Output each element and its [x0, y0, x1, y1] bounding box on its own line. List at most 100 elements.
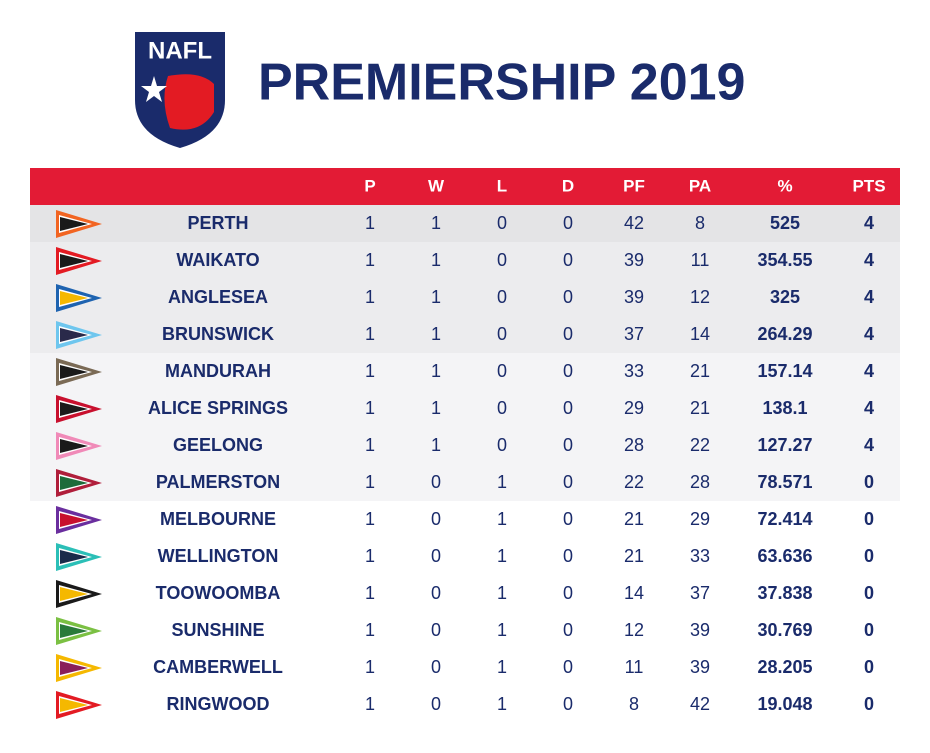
team-name: PERTH: [187, 213, 248, 233]
column-header: D: [562, 176, 574, 195]
stat-cell: 11: [625, 657, 644, 677]
team-name: ALICE SPRINGS: [148, 398, 288, 418]
stat-cell: 1: [365, 435, 375, 455]
stat-cell: 0: [563, 361, 573, 381]
team-name: SUNSHINE: [171, 620, 264, 640]
team-pennant-core: [60, 402, 88, 416]
stat-cell: 0: [431, 472, 441, 492]
table-row: [30, 649, 900, 686]
stat-cell: 78.571: [757, 472, 812, 492]
stat-cell: 0: [431, 620, 441, 640]
stat-cell: 1: [431, 361, 441, 381]
team-pennant-core: [60, 217, 88, 231]
stat-cell: 39: [690, 657, 710, 677]
team-pennant-core: [60, 513, 88, 527]
stat-cell: 42: [690, 694, 710, 714]
stat-cell: 22: [690, 435, 710, 455]
stat-cell: 0: [563, 213, 573, 233]
column-header: P: [364, 176, 375, 195]
table-row: [30, 464, 900, 501]
team-name: TOOWOOMBA: [156, 583, 281, 603]
stat-cell: 0: [563, 287, 573, 307]
stat-cell: 12: [624, 620, 644, 640]
stat-cell: 0: [864, 472, 874, 492]
stat-cell: 1: [497, 472, 507, 492]
stat-cell: 1: [497, 694, 507, 714]
stat-cell: 1: [431, 213, 441, 233]
stat-cell: 0: [563, 509, 573, 529]
stat-cell: 1: [365, 324, 375, 344]
team-name: WELLINGTON: [158, 546, 279, 566]
stat-cell: 0: [431, 657, 441, 677]
stat-cell: 0: [497, 398, 507, 418]
table-row: [30, 427, 900, 464]
table-row: [30, 353, 900, 390]
column-header: PA: [689, 176, 711, 195]
team-pennant-core: [60, 254, 88, 268]
team-pennant-core: [60, 624, 88, 638]
stat-cell: 4: [864, 287, 874, 307]
stat-cell: 1: [365, 213, 375, 233]
logo: NAFL: [135, 32, 225, 148]
stat-cell: 0: [431, 546, 441, 566]
stat-cell: 33: [690, 546, 710, 566]
column-header: L: [497, 176, 507, 195]
stat-cell: 0: [431, 509, 441, 529]
table-row: [30, 575, 900, 612]
stat-cell: 39: [624, 250, 644, 270]
stat-cell: 4: [864, 435, 874, 455]
stat-cell: 29: [624, 398, 644, 418]
stat-cell: 0: [563, 583, 573, 603]
stat-cell: 0: [431, 694, 441, 714]
column-header: W: [428, 176, 445, 195]
team-name: ANGLESEA: [168, 287, 268, 307]
team-name: PALMERSTON: [156, 472, 280, 492]
stat-cell: 29: [690, 509, 710, 529]
team-name: MELBOURNE: [160, 509, 276, 529]
stat-cell: 11: [691, 250, 710, 270]
stat-cell: 1: [365, 620, 375, 640]
table-row: [30, 538, 900, 575]
stat-cell: 4: [864, 361, 874, 381]
team-name: BRUNSWICK: [162, 324, 274, 344]
stat-cell: 22: [624, 472, 644, 492]
stat-cell: 30.769: [757, 620, 812, 640]
stat-cell: 42: [624, 213, 644, 233]
stat-cell: 0: [563, 694, 573, 714]
stat-cell: 0: [563, 250, 573, 270]
stat-cell: 1: [365, 250, 375, 270]
stat-cell: 21: [624, 509, 644, 529]
stat-cell: 28.205: [757, 657, 812, 677]
stat-cell: 37: [624, 324, 644, 344]
stat-cell: 1: [497, 620, 507, 640]
column-header: %: [777, 176, 792, 195]
stat-cell: 354.55: [757, 250, 812, 270]
stat-cell: 21: [690, 398, 710, 418]
team-name: GEELONG: [173, 435, 263, 455]
stat-cell: 0: [563, 546, 573, 566]
stat-cell: 28: [690, 472, 710, 492]
table-header-bar: [30, 168, 900, 205]
stat-cell: 1: [431, 398, 441, 418]
stat-cell: 0: [497, 324, 507, 344]
team-name: MANDURAH: [165, 361, 271, 381]
stat-cell: 0: [563, 472, 573, 492]
stat-cell: 1: [431, 287, 441, 307]
stat-cell: 0: [563, 435, 573, 455]
stat-cell: 4: [864, 250, 874, 270]
stat-cell: 0: [864, 620, 874, 640]
stat-cell: 325: [770, 287, 800, 307]
logo-star: [141, 76, 167, 102]
stat-cell: 0: [864, 509, 874, 529]
logo-text: NAFL: [148, 37, 212, 64]
stat-cell: 0: [864, 546, 874, 566]
stat-cell: 1: [365, 583, 375, 603]
team-pennant-core: [60, 550, 88, 564]
stat-cell: 0: [497, 361, 507, 381]
stat-cell: 21: [624, 546, 644, 566]
stat-cell: 0: [497, 287, 507, 307]
table-row: [30, 205, 900, 242]
stat-cell: 1: [431, 435, 441, 455]
